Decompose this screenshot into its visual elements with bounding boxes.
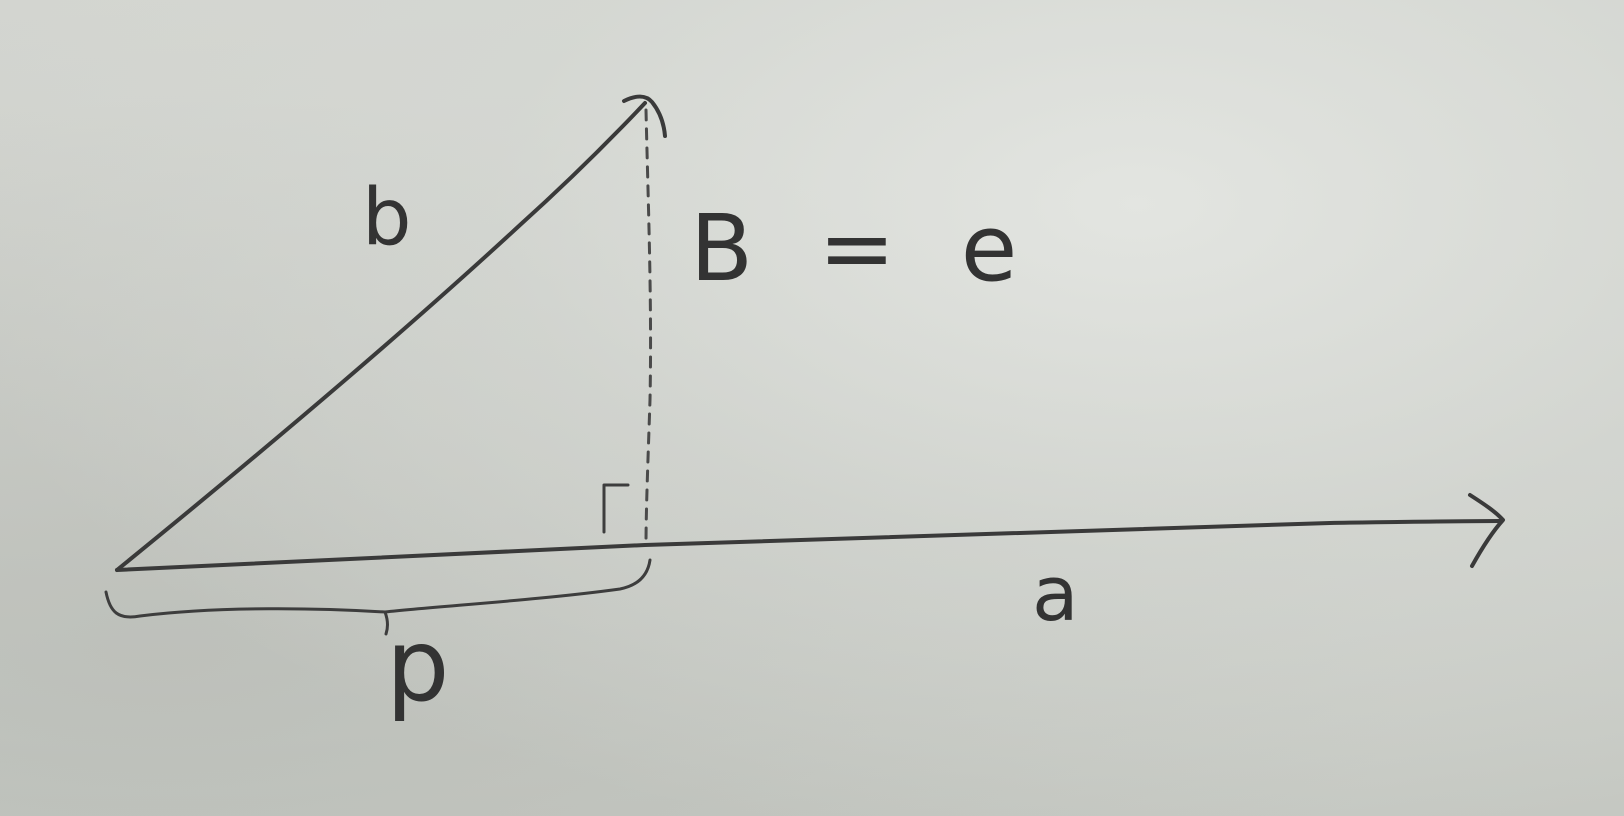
projection-brace: [104, 558, 652, 636]
right-angle-marker: [602, 483, 630, 534]
vector-a-line: [115, 519, 1502, 572]
perpendicular-dotted-line: [644, 108, 653, 547]
vector-a-arrowhead: [1468, 493, 1505, 568]
label-a: a: [1032, 549, 1079, 638]
vector-b-line: [115, 101, 647, 572]
label-equation: B = e: [690, 195, 1035, 302]
label-b: b: [362, 173, 412, 263]
label-p: p: [386, 607, 449, 724]
vector-b-arrowhead: [622, 94, 667, 138]
